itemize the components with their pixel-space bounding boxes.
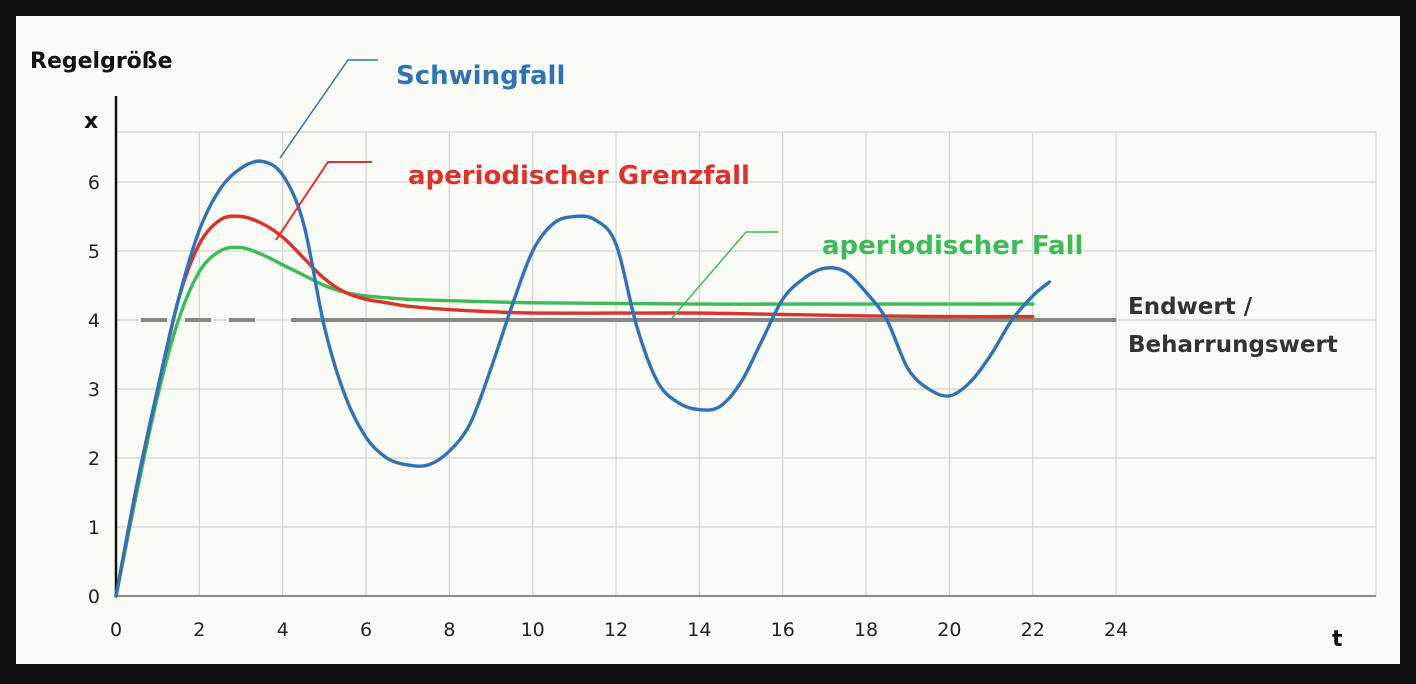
x-tick-label: 16 [771, 619, 795, 641]
y-tick-label: 4 [88, 310, 100, 332]
x-tick-label: 8 [443, 619, 455, 641]
series-label-schwingfall: Schwingfall [396, 61, 565, 91]
x-tick-label: 12 [604, 619, 628, 641]
x-axis-title: t [1332, 627, 1343, 652]
series-label-aperiodisch: aperiodischer Fall [822, 231, 1083, 261]
x-tick-label: 0 [110, 619, 122, 641]
y-tick-label: 5 [88, 241, 100, 263]
reference-label-line1: Endwert / [1128, 294, 1253, 320]
grid [116, 131, 1377, 596]
x-tick-label: 6 [360, 619, 372, 641]
series-label-grenzfall: aperiodischer Grenzfall [408, 161, 750, 191]
x-tick-label: 22 [1021, 619, 1045, 641]
y-tick-label: 1 [88, 517, 100, 539]
x-tick-label: 14 [687, 619, 711, 641]
y-axis-title: Regelgröße [30, 49, 173, 74]
y-axis-symbol: x [84, 109, 98, 134]
y-tick-label: 3 [88, 379, 100, 401]
leader-line-aperiodisch [671, 231, 778, 319]
series-line-schwingfall [114, 159, 1052, 598]
x-tick-label: 24 [1104, 619, 1128, 641]
y-tick-label: 6 [88, 172, 100, 194]
y-tick-label: 2 [88, 448, 100, 470]
x-tick-label: 2 [193, 619, 205, 641]
chart-frame: 0 2 4 6 8 10 12 14 16 18 20 22 24 0 1 2 3 4 5 6 Regelgröße … [16, 16, 1400, 664]
reference-label-line2: Beharrungswert [1128, 332, 1338, 358]
x-tick-label: 20 [937, 619, 961, 641]
series-line-grenzfall [114, 214, 1035, 598]
leader-lines [275, 59, 778, 319]
series-line-aperiodisch [114, 245, 1035, 598]
leader-line-schwingfall [279, 59, 378, 159]
x-tick-label: 10 [521, 619, 545, 641]
x-tick-label: 18 [854, 619, 878, 641]
y-tick-label: 0 [88, 586, 100, 608]
series-group [114, 159, 1052, 598]
leader-line-grenzfall [275, 161, 372, 241]
x-tick-label: 4 [277, 619, 289, 641]
